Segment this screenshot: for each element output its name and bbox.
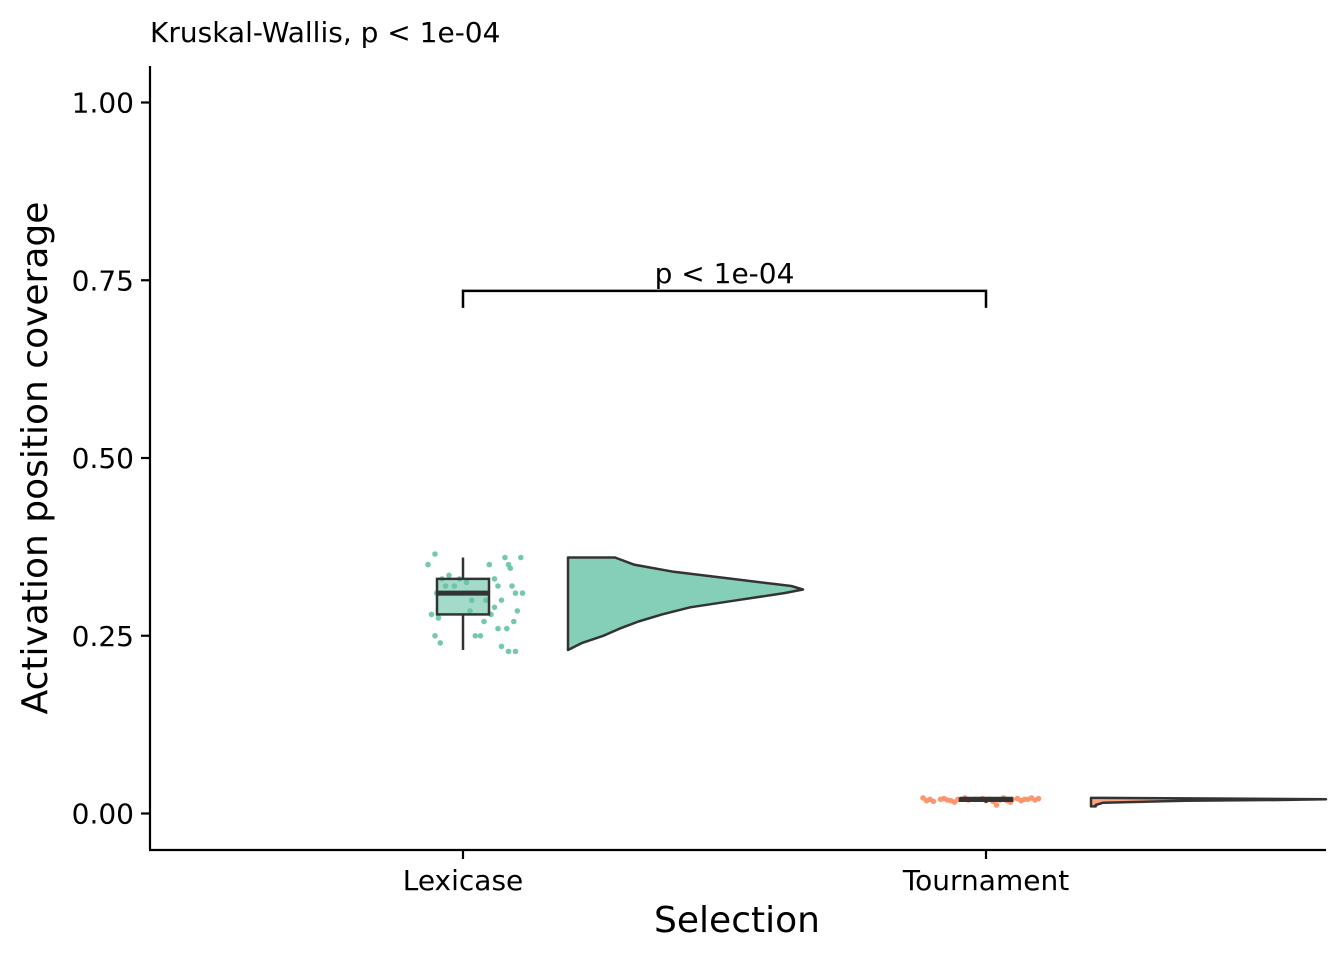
x-tick-label: Lexicase [403, 864, 524, 897]
tournament-point [951, 799, 958, 805]
lexicase-point [472, 633, 479, 639]
lexicase-point [504, 625, 510, 632]
lexicase-point [498, 643, 505, 650]
x-axis-title: Selection [654, 900, 820, 941]
lexicase-point [514, 608, 521, 614]
y-tick-label: 0.25 [72, 620, 134, 653]
lexicase-point [507, 565, 514, 571]
tournament-group [920, 795, 1328, 808]
lexicase-point [435, 615, 442, 621]
lexicase-point [432, 633, 438, 639]
tournament-violin [1089, 796, 1328, 808]
lexicase-point [518, 554, 524, 561]
lexicase-point [437, 640, 444, 646]
lexicase-point [446, 572, 452, 579]
tournament-point [993, 802, 1000, 808]
x-axis-ticks: Lexicase Tournament [403, 850, 1069, 897]
y-tick-label: 0.50 [72, 442, 134, 475]
comparison-label: p < 1e-04 [655, 257, 795, 290]
lexicase-point [428, 611, 435, 618]
y-axis-ticks: 0.00 0.25 0.50 0.75 1.00 [72, 87, 150, 831]
tournament-point [1035, 795, 1042, 802]
lexicase-point [519, 590, 526, 596]
lexicase-point [512, 590, 519, 596]
lexicase-point [481, 618, 487, 625]
x-tick-label: Tournament [902, 864, 1069, 897]
lexicase-point [425, 561, 431, 568]
lexicase-point [502, 554, 508, 561]
lexicase-point [491, 604, 498, 611]
lexicase-point [495, 625, 501, 632]
lexicase-point [498, 597, 505, 603]
y-tick-label: 0.75 [72, 264, 134, 297]
lexicase-point [509, 583, 515, 589]
lexicase-group [425, 551, 805, 655]
lexicase-point [491, 576, 498, 582]
lexicase-point [511, 618, 517, 625]
plot-area: p < 1e-04 [425, 257, 1328, 808]
tournament-point [930, 798, 937, 805]
lexicase-point [432, 551, 438, 557]
lexicase-point [495, 583, 501, 589]
lexicase-point [477, 633, 484, 639]
lexicase-violin [566, 556, 805, 652]
lexicase-box [435, 577, 491, 616]
lexicase-point [486, 561, 493, 568]
lexicase-point [505, 648, 512, 655]
comparison-bracket [461, 289, 988, 308]
y-tick-label: 1.00 [72, 87, 134, 120]
chart-subtitle: Kruskal-Wallis, p < 1e-04 [150, 16, 500, 49]
y-axis-title: Activation position coverage [15, 202, 56, 715]
y-tick-label: 0.00 [72, 798, 134, 831]
lexicase-point [512, 648, 519, 655]
